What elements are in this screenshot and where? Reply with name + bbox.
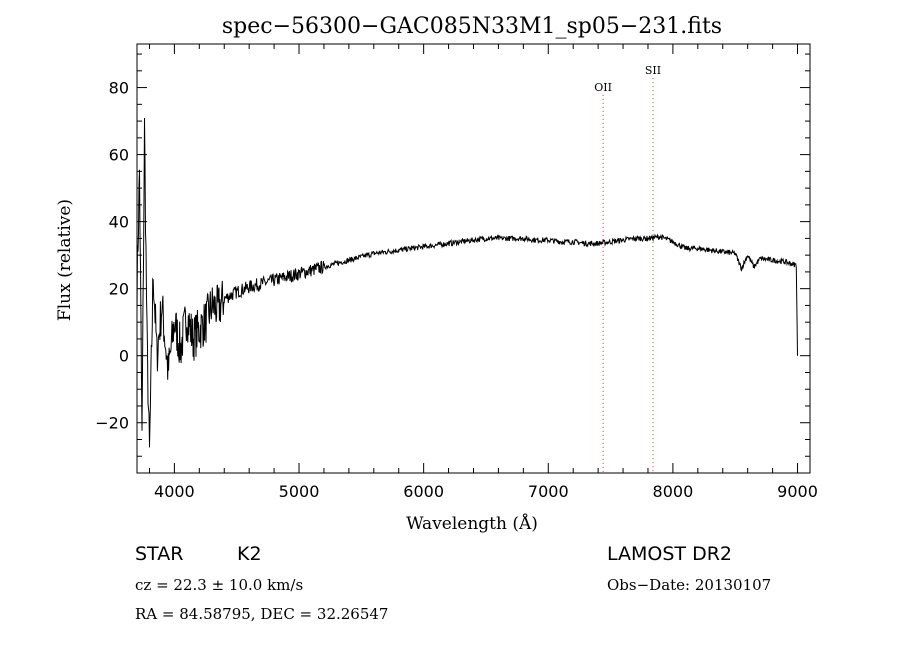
axis-ticks: 4000 5000 6000 7000 8000 9000 −20 0 20 40 60 80: [95, 44, 818, 501]
line-label-sii: SII: [645, 64, 661, 77]
survey-name: LAMOST DR2: [607, 543, 732, 565]
y-tick-label: 40: [109, 213, 129, 232]
sky-coordinates: RA = 84.58795, DEC = 32.26547: [135, 605, 388, 623]
observation-date: Obs−Date: 20130107: [607, 576, 771, 594]
object-subclass: K2: [237, 543, 262, 565]
x-tick-label: 9000: [777, 482, 818, 501]
x-tick-label: 8000: [653, 482, 694, 501]
spectrum-line: [136, 117, 798, 448]
x-tick-label: 5000: [279, 482, 320, 501]
redshift-velocity: cz = 22.3 ± 10.0 km/s: [135, 576, 303, 594]
x-axis-label: Wavelength (Å): [406, 513, 538, 534]
y-tick-label: 60: [109, 146, 129, 165]
y-tick-label: −20: [95, 414, 129, 433]
line-label-oii: OII: [594, 81, 612, 94]
x-tick-label: 7000: [528, 482, 569, 501]
x-tick-label: 4000: [154, 482, 195, 501]
y-tick-label: 20: [109, 280, 129, 299]
emission-line-markers: OII SII: [594, 64, 661, 473]
y-tick-label: 0: [119, 347, 129, 366]
chart-title: spec−56300−GAC085N33M1_sp05−231.fits: [222, 14, 722, 39]
plot-frame: [136, 43, 811, 474]
x-tick-label: 6000: [403, 482, 444, 501]
y-tick-label: 80: [109, 79, 129, 98]
object-type: STAR: [135, 543, 183, 565]
y-axis-label: Flux (relative): [55, 199, 75, 321]
